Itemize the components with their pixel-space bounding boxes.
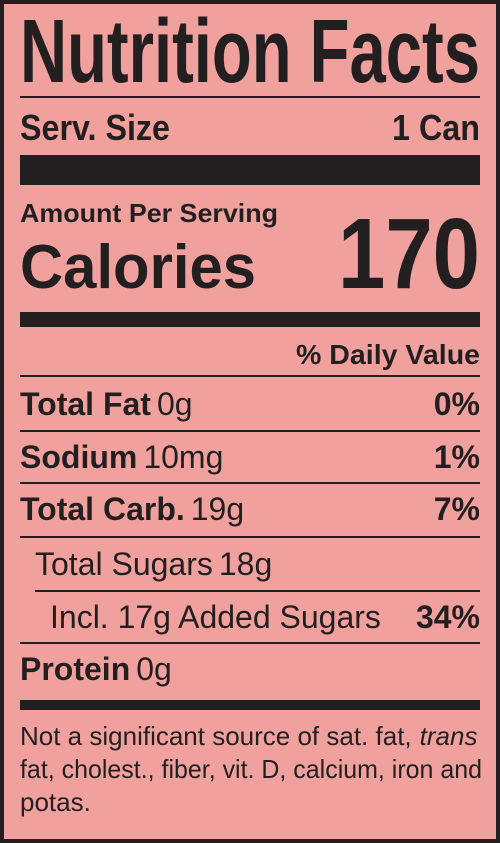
nutrient-row: Total Fat 0g — [20, 386, 193, 422]
rule — [20, 642, 480, 644]
medium-rule — [20, 312, 480, 327]
nutrient-name: Sodium — [20, 439, 137, 475]
nutrient-amount: 18g — [219, 546, 272, 582]
serving-label: Serv. Size — [20, 107, 170, 148]
nutrient-row: Sodium 10mg — [20, 439, 223, 475]
medium-rule — [20, 700, 480, 710]
rule — [20, 96, 480, 98]
nutrient-dv: 34% — [416, 599, 480, 635]
footnote-line: fat, cholest., fiber, vit. D, calcium, i… — [20, 754, 482, 784]
nutrient-name: Incl. 17g Added Sugars — [50, 599, 381, 635]
nutrient-dv: 7% — [434, 491, 480, 527]
rule — [20, 375, 480, 377]
nutrient-dv: 1% — [434, 439, 480, 475]
nutrient-row: Protein 0g — [20, 651, 172, 687]
nutrient-name: Total Carb. — [20, 491, 185, 527]
nutrient-amount: 10mg — [143, 439, 223, 475]
nutrient-row: Total Sugars 18g — [35, 546, 272, 582]
serving-value: 1 Can — [392, 107, 480, 148]
calories-value: 170 — [338, 198, 480, 310]
footnote-line: Not a significant source of sat. fat, tra… — [20, 721, 477, 751]
nutrient-row: Total Carb. 19g — [20, 491, 244, 527]
rule — [20, 536, 480, 538]
amount-per-serving: Amount Per Serving — [20, 198, 278, 228]
rule — [35, 590, 480, 592]
rule — [20, 482, 480, 484]
rule — [20, 430, 480, 432]
footnote-line: potas. — [20, 787, 91, 817]
footnote-italic: trans — [420, 721, 478, 751]
nutrient-name: Protein — [20, 651, 130, 687]
daily-value-header: % Daily Value — [296, 339, 480, 370]
nutrient-dv: 0% — [434, 386, 480, 422]
calories-label: Calories — [20, 233, 256, 302]
title: Nutrition Facts — [20, 2, 480, 102]
footnote-text: Not a significant source of sat. fat, — [20, 721, 412, 751]
nutrient-amount: 0g — [136, 651, 172, 687]
nutrient-name: Total Fat — [20, 386, 151, 422]
thick-rule — [20, 155, 480, 185]
nutrient-name: Total Sugars — [35, 546, 213, 582]
nutrient-amount: 19g — [191, 491, 244, 527]
nutrient-amount: 0g — [157, 386, 193, 422]
